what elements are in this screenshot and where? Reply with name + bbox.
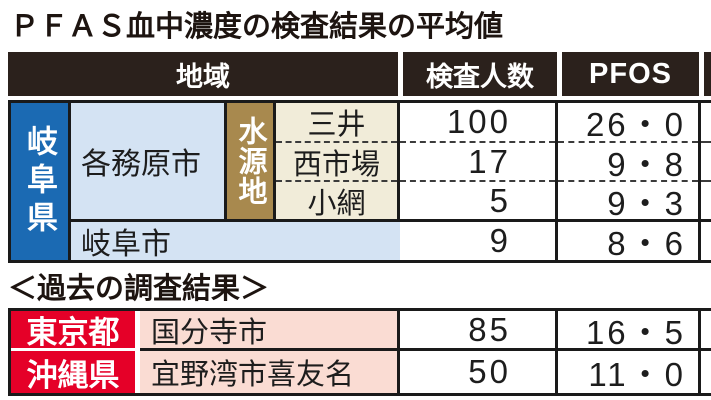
- tested-koami: 5: [400, 180, 555, 219]
- location-column: 三井 西市場 小網: [276, 103, 397, 220]
- pfos-koami: 9・3: [558, 180, 698, 222]
- location-kiyuna-cell: 宜野湾市喜友名: [140, 351, 397, 393]
- location-koami: 小網: [276, 180, 397, 220]
- header-pfos-label: PFOS: [589, 57, 672, 90]
- header-cell-region: 地域: [8, 52, 398, 96]
- pfos-kokubunji: 16・5: [558, 311, 698, 351]
- gifu-prefecture-cell: 岐阜県: [11, 103, 68, 260]
- header-tested-label: 検査人数: [426, 61, 534, 92]
- prefecture-column-wrap: 東京都 沖縄県: [11, 311, 140, 393]
- next-column-cutoff-gifu-city: [701, 222, 711, 260]
- next-column-cutoff: [701, 103, 711, 219]
- location-mitsui: 三井: [307, 109, 366, 141]
- tested-gifu-city: 9: [400, 222, 555, 260]
- header-region-label: 地域: [176, 61, 230, 92]
- location-nishiichiba: 西市場: [276, 141, 397, 181]
- main-table: 岐阜県 各務原市 水源地 三井 西市場 小網 100 17 5 26・0 9・8…: [8, 100, 711, 263]
- kakamigahara-city-cell: 各務原市: [71, 103, 224, 219]
- next-column-cutoff-kiyuna: [701, 351, 711, 393]
- pfos-column: 26・0 9・8 9・3: [558, 103, 698, 222]
- pfos-nishiichiba: 9・8: [558, 141, 698, 183]
- tested-kiyuna: 50: [400, 351, 555, 393]
- water-source-cell: 水源地: [227, 103, 273, 219]
- page-title: ＰＦＡＳ血中濃度の検査結果の平均値: [10, 11, 504, 43]
- tested-mitsui: 100: [446, 103, 511, 140]
- pfos-mitsui: 26・0: [585, 106, 686, 143]
- tested-nishiichiba: 17: [400, 141, 555, 180]
- header-cell-pfos: PFOS: [562, 52, 699, 96]
- header-cell-tested: 検査人数: [403, 52, 557, 96]
- prefecture-tokyo-cell: 東京都: [11, 311, 135, 350]
- gifu-city-cell: 岐阜市: [71, 222, 400, 261]
- past-results-heading: ＜過去の調査結果＞: [8, 273, 270, 305]
- tested-column: 100 17 5: [400, 103, 555, 219]
- pfos-gifu-city: 8・6: [558, 222, 698, 262]
- prefecture-okinawa-cell: 沖縄県: [11, 351, 135, 393]
- location-kokubunji-cell: 国分寺市: [140, 311, 397, 349]
- next-column-cutoff-kokubunji: [701, 311, 711, 348]
- header-cell-next-column-cutoff: [704, 52, 711, 96]
- tested-kokubunji: 85: [400, 311, 555, 348]
- pfos-kiyuna: 11・0: [558, 351, 698, 393]
- past-results-table: 東京都 沖縄県 国分寺市 85 16・5 宜野湾市喜友名 50 11・0: [8, 308, 711, 396]
